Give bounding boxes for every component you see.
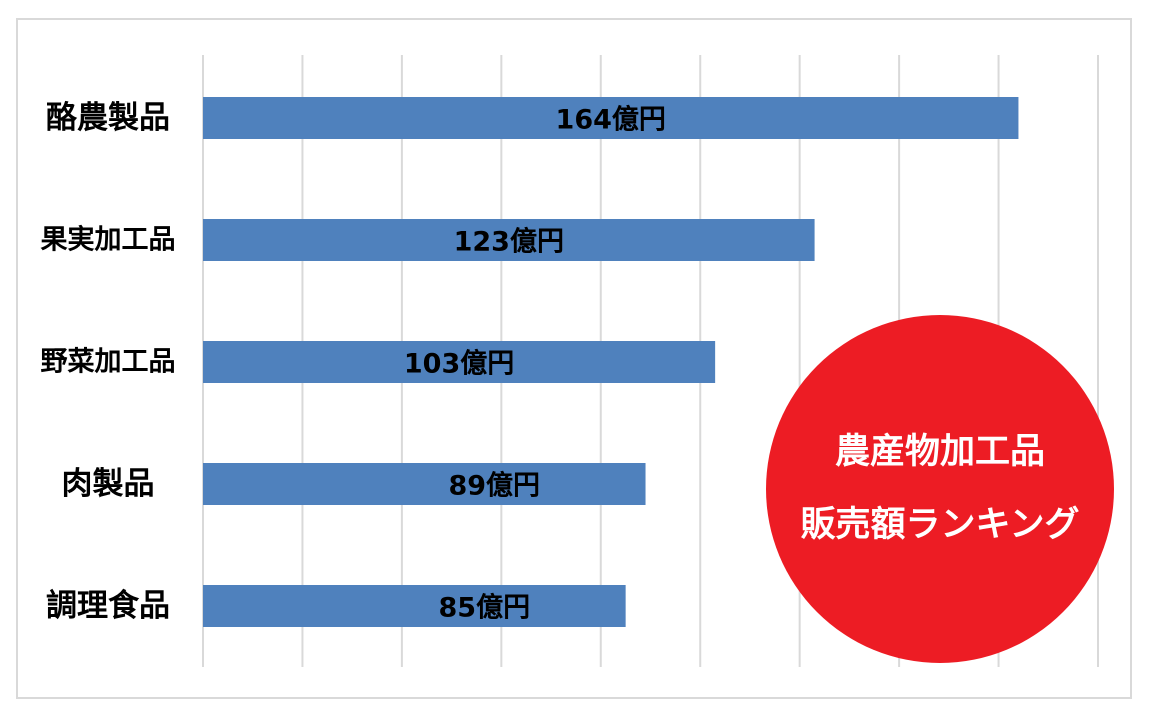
category-label: 果実加工品 xyxy=(41,224,176,256)
bar xyxy=(203,97,1019,139)
category-label: 酪農製品 xyxy=(46,100,170,136)
category-label: 野菜加工品 xyxy=(41,347,176,378)
bar xyxy=(203,341,716,383)
bars xyxy=(203,97,1019,627)
value-label: 123億円 xyxy=(454,227,564,258)
bar xyxy=(203,585,626,627)
value-label: 89億円 xyxy=(448,471,540,502)
bar xyxy=(203,219,815,261)
value-label: 85億円 xyxy=(439,593,531,624)
bar xyxy=(203,463,646,505)
badge-title-line2: 販売額ランキング xyxy=(800,505,1080,545)
value-label: 103億円 xyxy=(404,349,514,380)
category-label: 肉製品 xyxy=(62,466,155,502)
badge-title-line1: 農産物加工品 xyxy=(834,432,1045,472)
category-label: 調理食品 xyxy=(46,588,170,624)
title-badge: 農産物加工品 販売額ランキング xyxy=(766,315,1114,663)
value-label: 164億円 xyxy=(556,105,666,136)
